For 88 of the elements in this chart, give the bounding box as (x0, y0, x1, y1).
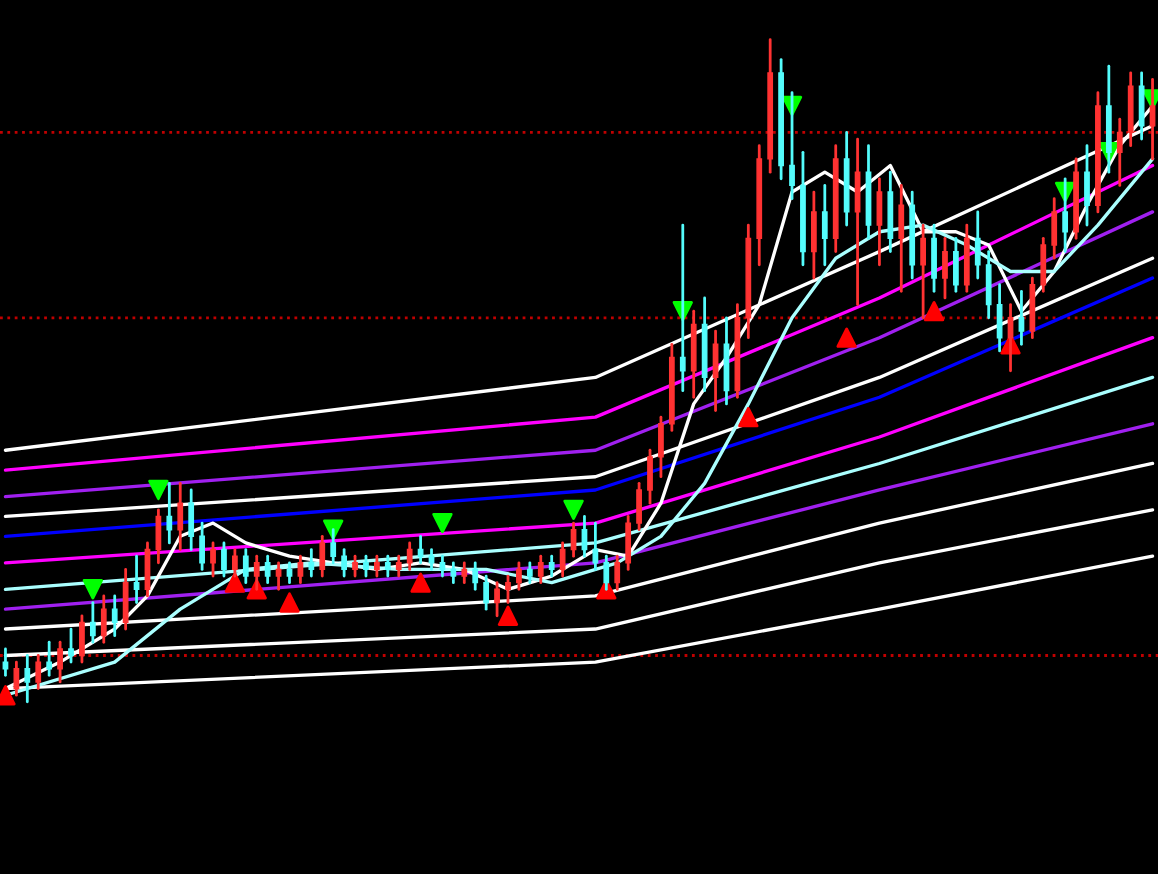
candlestick (177, 481, 184, 551)
point (432, 512, 453, 534)
point (148, 479, 169, 501)
candlestick (974, 210, 981, 280)
candlestick (253, 554, 260, 591)
candlestick (690, 309, 697, 399)
candlestick (319, 534, 326, 578)
candlestick (363, 554, 369, 578)
candlestick (898, 184, 905, 293)
candlestick (100, 594, 107, 644)
point (410, 572, 431, 593)
candlestick (341, 548, 348, 578)
candlestick (428, 548, 435, 571)
candlestick (953, 236, 959, 293)
candlestick (614, 554, 621, 591)
candlestick (89, 601, 96, 644)
candlestick (810, 190, 817, 280)
candlestick (516, 561, 522, 591)
candlestick (679, 223, 686, 393)
point (82, 579, 104, 600)
candlestick (297, 554, 304, 585)
candlestick (658, 415, 664, 479)
candlestick (24, 654, 31, 704)
candlestick (537, 554, 544, 585)
candlestick (68, 627, 74, 664)
candlestick (603, 554, 610, 591)
point (923, 301, 945, 322)
point (738, 406, 759, 428)
candlestick (636, 481, 642, 532)
candlestick (133, 554, 140, 604)
candlestick (1040, 236, 1047, 293)
candlestick (985, 250, 992, 320)
candlestick (374, 554, 380, 578)
candlestick (1018, 289, 1025, 346)
candlestick (166, 481, 173, 545)
candlestick (963, 223, 970, 293)
candlestick (472, 561, 479, 591)
candlestick (1116, 117, 1123, 187)
candlestick (625, 515, 632, 571)
candlestick (264, 554, 271, 585)
candlestick (1084, 144, 1090, 227)
candlestick (242, 548, 249, 585)
candlestick (352, 554, 358, 578)
candlestick (395, 554, 402, 578)
point (224, 572, 246, 593)
candlestick (821, 184, 828, 267)
candlestick (494, 581, 500, 618)
candlestick (275, 561, 282, 591)
candlestick (221, 541, 227, 578)
candlestick (308, 548, 315, 578)
candlestick (406, 541, 413, 571)
candlestick (210, 541, 216, 578)
candlestick (35, 654, 42, 690)
candlestick (2, 647, 9, 677)
candlestick (1051, 197, 1058, 260)
candlestick (647, 448, 653, 505)
point (836, 327, 857, 348)
candlestick (111, 594, 118, 638)
candlestick (188, 488, 195, 551)
candlestick (1105, 64, 1112, 174)
candlestick (122, 568, 129, 631)
candlestick (1062, 177, 1069, 253)
candlestick (439, 554, 446, 578)
candlestick (46, 640, 53, 677)
point (497, 605, 519, 626)
candlestick (1127, 71, 1134, 148)
point (563, 499, 584, 521)
candlestick (384, 554, 391, 578)
candlestick (931, 223, 937, 293)
candlestick (942, 236, 948, 300)
candlestick (231, 548, 238, 578)
candlestick (483, 574, 490, 611)
candlestick (1029, 276, 1036, 340)
candlestick (199, 521, 205, 571)
point (279, 592, 300, 613)
candlestick (79, 614, 85, 664)
candlestick (330, 528, 337, 565)
candlestick (789, 91, 795, 201)
candlestick (920, 223, 927, 320)
candlestick (57, 640, 63, 684)
candlestick (526, 561, 533, 585)
candlestick (461, 561, 468, 585)
candlestick (286, 561, 293, 585)
candlestick (887, 170, 894, 253)
candlestick (417, 534, 424, 565)
candlestick (548, 554, 555, 578)
candlestick (450, 561, 457, 585)
candlestick (505, 574, 511, 604)
